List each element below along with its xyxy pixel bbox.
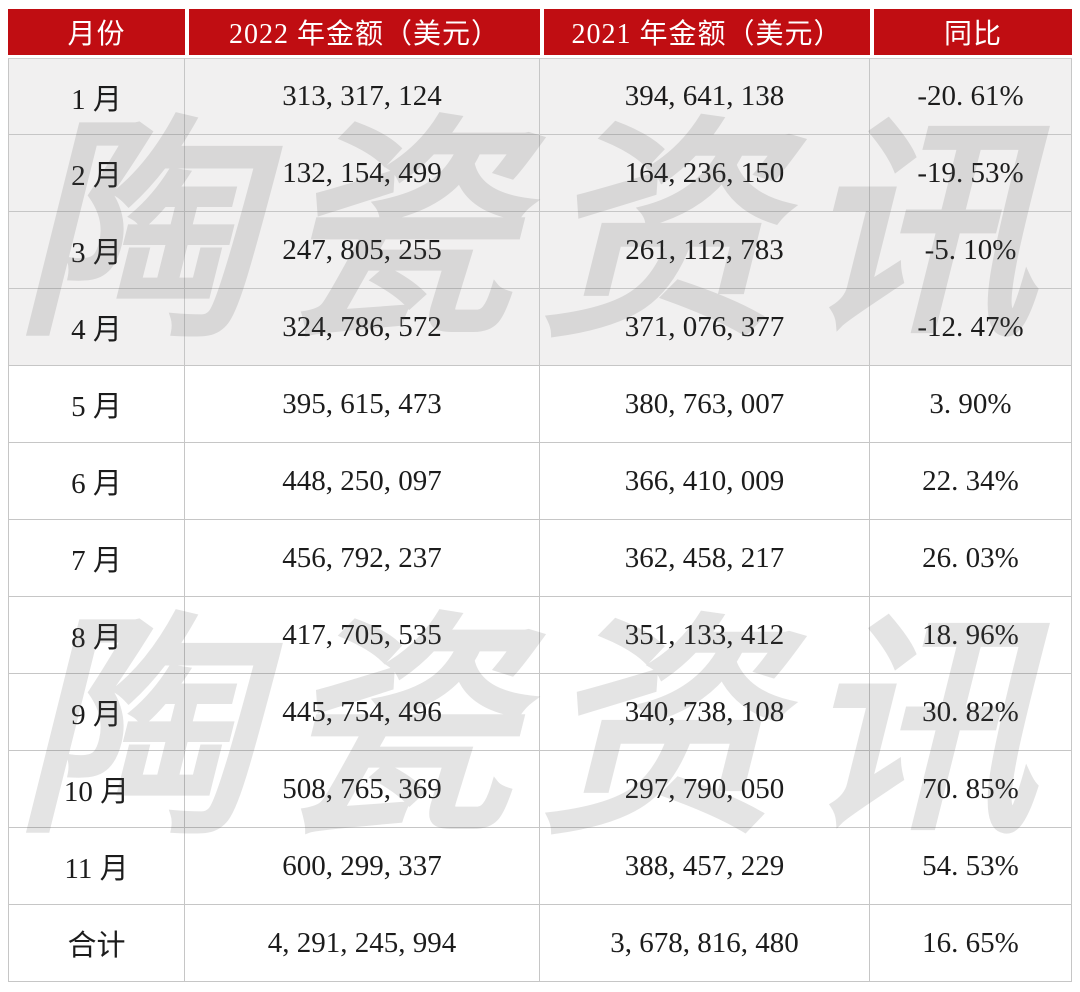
amount-2021-cell: 261, 112, 783: [540, 212, 870, 289]
amount-2021-cell: 297, 790, 050: [540, 751, 870, 828]
column-header-2022-amount: 2022 年金额（美元）: [185, 9, 540, 58]
column-header-month: 月份: [8, 9, 185, 58]
amount-2022-cell: 508, 765, 369: [185, 751, 540, 828]
amount-2022-cell: 445, 754, 496: [185, 674, 540, 751]
total-label-cell: 合计: [8, 905, 185, 982]
amount-2022-cell: 417, 705, 535: [185, 597, 540, 674]
amount-2021-cell: 3, 678, 816, 480: [540, 905, 870, 982]
amount-2021-cell: 380, 763, 007: [540, 366, 870, 443]
yoy-cell: 18. 96%: [870, 597, 1072, 674]
amount-2021-cell: 388, 457, 229: [540, 828, 870, 905]
yoy-cell: -20. 61%: [870, 58, 1072, 135]
yoy-cell: -5. 10%: [870, 212, 1072, 289]
yoy-cell: 22. 34%: [870, 443, 1072, 520]
amount-2022-cell: 4, 291, 245, 994: [185, 905, 540, 982]
table-row: 6 月 448, 250, 097 366, 410, 009 22. 34%: [8, 443, 1072, 520]
amount-2022-cell: 600, 299, 337: [185, 828, 540, 905]
yoy-cell: -12. 47%: [870, 289, 1072, 366]
month-cell: 5 月: [8, 366, 185, 443]
table-row: 2 月 132, 154, 499 164, 236, 150 -19. 53%: [8, 135, 1072, 212]
monthly-export-table-container: 月份 2022 年金额（美元） 2021 年金额（美元） 同比 1 月 313,…: [8, 9, 1072, 982]
yoy-cell: 54. 53%: [870, 828, 1072, 905]
month-cell: 11 月: [8, 828, 185, 905]
month-cell: 10 月: [8, 751, 185, 828]
amount-2021-cell: 366, 410, 009: [540, 443, 870, 520]
month-cell: 9 月: [8, 674, 185, 751]
amount-2021-cell: 351, 133, 412: [540, 597, 870, 674]
month-cell: 7 月: [8, 520, 185, 597]
yoy-cell: -19. 53%: [870, 135, 1072, 212]
column-header-2021-amount: 2021 年金额（美元）: [540, 9, 870, 58]
table-row: 3 月 247, 805, 255 261, 112, 783 -5. 10%: [8, 212, 1072, 289]
amount-2022-cell: 448, 250, 097: [185, 443, 540, 520]
month-cell: 8 月: [8, 597, 185, 674]
table-row: 5 月 395, 615, 473 380, 763, 007 3. 90%: [8, 366, 1072, 443]
month-cell: 1 月: [8, 58, 185, 135]
amount-2022-cell: 456, 792, 237: [185, 520, 540, 597]
table-row-total: 合计 4, 291, 245, 994 3, 678, 816, 480 16.…: [8, 905, 1072, 982]
yoy-cell: 26. 03%: [870, 520, 1072, 597]
column-header-yoy: 同比: [870, 9, 1072, 58]
month-cell: 4 月: [8, 289, 185, 366]
table-row: 11 月 600, 299, 337 388, 457, 229 54. 53%: [8, 828, 1072, 905]
yoy-cell: 30. 82%: [870, 674, 1072, 751]
header-row: 月份 2022 年金额（美元） 2021 年金额（美元） 同比: [8, 9, 1072, 58]
table-row: 4 月 324, 786, 572 371, 076, 377 -12. 47%: [8, 289, 1072, 366]
amount-2021-cell: 371, 076, 377: [540, 289, 870, 366]
amount-2021-cell: 164, 236, 150: [540, 135, 870, 212]
table-row: 10 月 508, 765, 369 297, 790, 050 70. 85%: [8, 751, 1072, 828]
yoy-cell: 70. 85%: [870, 751, 1072, 828]
table-row: 7 月 456, 792, 237 362, 458, 217 26. 03%: [8, 520, 1072, 597]
amount-2021-cell: 340, 738, 108: [540, 674, 870, 751]
month-cell: 3 月: [8, 212, 185, 289]
amount-2021-cell: 394, 641, 138: [540, 58, 870, 135]
amount-2022-cell: 132, 154, 499: [185, 135, 540, 212]
yoy-cell: 3. 90%: [870, 366, 1072, 443]
yoy-cell: 16. 65%: [870, 905, 1072, 982]
table-row: 9 月 445, 754, 496 340, 738, 108 30. 82%: [8, 674, 1072, 751]
month-cell: 6 月: [8, 443, 185, 520]
amount-2022-cell: 395, 615, 473: [185, 366, 540, 443]
table-row: 8 月 417, 705, 535 351, 133, 412 18. 96%: [8, 597, 1072, 674]
amount-2022-cell: 313, 317, 124: [185, 58, 540, 135]
table-row: 1 月 313, 317, 124 394, 641, 138 -20. 61%: [8, 58, 1072, 135]
amount-2021-cell: 362, 458, 217: [540, 520, 870, 597]
amount-2022-cell: 324, 786, 572: [185, 289, 540, 366]
monthly-export-table: 月份 2022 年金额（美元） 2021 年金额（美元） 同比 1 月 313,…: [8, 9, 1072, 982]
month-cell: 2 月: [8, 135, 185, 212]
amount-2022-cell: 247, 805, 255: [185, 212, 540, 289]
